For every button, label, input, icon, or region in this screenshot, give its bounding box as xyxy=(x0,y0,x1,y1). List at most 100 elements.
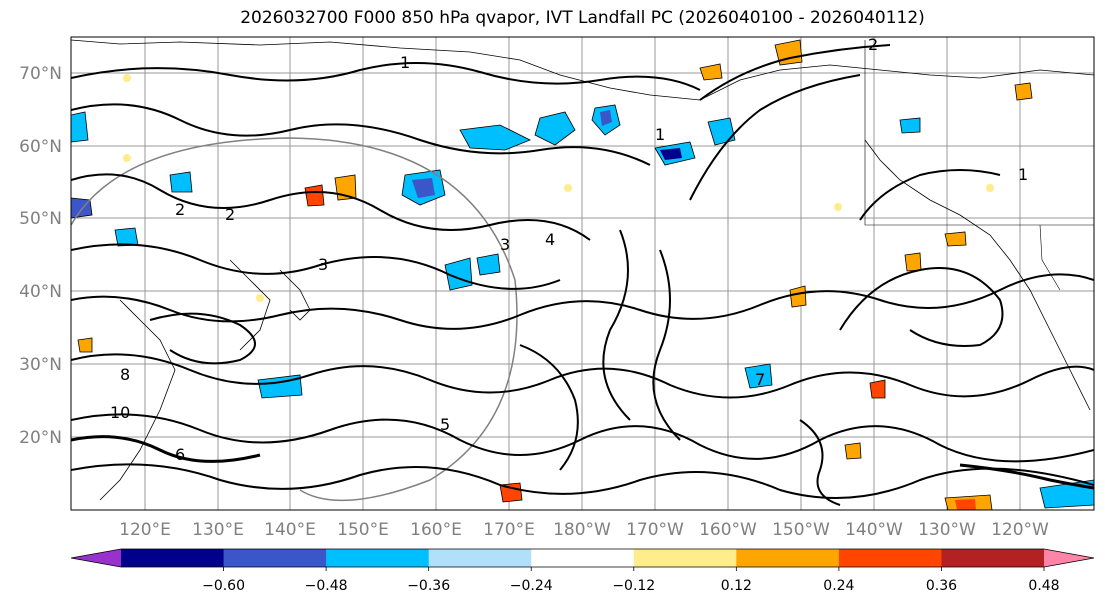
contour-line xyxy=(859,169,1001,221)
contour-label: 2 xyxy=(225,205,235,224)
shade-patch xyxy=(774,39,803,66)
contour-line xyxy=(689,74,861,201)
lon-tick-label: 120°W xyxy=(991,520,1049,540)
asia-coast xyxy=(99,299,176,501)
lon-tick-label: 160°E xyxy=(410,520,462,540)
shade-patch xyxy=(534,111,576,146)
north-america-coast xyxy=(864,139,1091,411)
lon-tick-label: 120°E xyxy=(119,520,171,540)
contour-line xyxy=(839,267,1004,347)
shade-dot xyxy=(256,294,264,302)
lon-tick-label: 130°E xyxy=(192,520,244,540)
contour-line xyxy=(959,463,1094,490)
contour-line xyxy=(602,229,631,421)
shade-patch xyxy=(899,117,921,134)
lat-tick-label: 40°N xyxy=(19,282,62,302)
lat-tick-label: 70°N xyxy=(19,64,62,84)
colorbar-segment xyxy=(838,549,942,567)
shade-patch xyxy=(71,111,89,143)
map-frame xyxy=(70,36,1095,511)
colorbar-segment xyxy=(428,549,532,567)
lon-tick-label: 160°W xyxy=(699,520,757,540)
contour-line xyxy=(149,312,256,365)
shade-patch xyxy=(955,499,976,510)
graticule xyxy=(71,37,1094,510)
shade-dot xyxy=(123,74,131,82)
contour-label: 1 xyxy=(400,53,410,72)
contour-label: 3 xyxy=(318,255,328,274)
lon-tick-label: 130°W xyxy=(918,520,976,540)
shade-patch xyxy=(114,227,139,247)
colorbar-segment xyxy=(223,549,327,567)
contour-line xyxy=(71,435,261,463)
colorbar-segment xyxy=(326,549,430,567)
colorbar-tick-label: −0.24 xyxy=(510,578,553,594)
contour-label: 1 xyxy=(1018,165,1028,184)
shade-patch xyxy=(944,231,967,247)
contour-line xyxy=(519,344,579,471)
colorbar-extend-low xyxy=(71,549,121,567)
contour-label: 8 xyxy=(120,365,130,384)
contour-label: 3 xyxy=(500,235,510,254)
lon-tick-label: 170°E xyxy=(483,520,535,540)
shade-patch xyxy=(789,285,807,308)
arctic-coast xyxy=(71,39,1094,101)
contour-line xyxy=(71,243,561,290)
lon-tick-label: 150°W xyxy=(772,520,830,540)
colorbar xyxy=(70,548,1095,568)
shade-dot xyxy=(986,184,994,192)
contour-label: 7 xyxy=(755,370,765,389)
contour-label: 2 xyxy=(175,200,185,219)
shade-patch xyxy=(660,148,682,160)
shade-patch xyxy=(412,178,435,198)
contour-label: 5 xyxy=(440,415,450,434)
shade-patch xyxy=(744,363,773,389)
colorbar-tick-label: −0.60 xyxy=(202,578,245,594)
colorbar-segment xyxy=(736,549,840,567)
shade-patch xyxy=(444,257,473,291)
lon-tick-label: 180°W xyxy=(553,520,611,540)
colorbar-tick-label: −0.36 xyxy=(407,578,450,594)
colorbar-tick-label: 0.36 xyxy=(926,578,957,594)
lat-tick-label: 30°N xyxy=(19,355,62,375)
contour-line xyxy=(71,463,1094,499)
shade-patch xyxy=(169,171,193,193)
shade-patch xyxy=(304,184,325,207)
latitude-labels: 70°N 60°N 50°N 40°N 30°N 20°N xyxy=(19,64,62,448)
contour-line xyxy=(71,103,651,166)
colorbar-tick-label: 0.48 xyxy=(1028,578,1059,594)
colorbar-outline xyxy=(70,548,1095,568)
shade-dot xyxy=(123,154,131,162)
shade-patch xyxy=(600,110,612,126)
contour-label: 1 xyxy=(655,125,665,144)
contour-label: 6 xyxy=(175,445,185,464)
shade-patch xyxy=(904,252,922,272)
longitude-labels: 120°E 130°E 140°E 150°E 160°E 170°E 180°W 170°W… xyxy=(119,520,1049,540)
contour-line xyxy=(71,173,591,241)
lat-tick-label: 60°N xyxy=(19,137,62,157)
shade-patch xyxy=(699,63,723,81)
colorbar-tick-label: 0.12 xyxy=(721,578,752,594)
coastlines xyxy=(71,39,1094,501)
lon-tick-label: 140°W xyxy=(845,520,903,540)
colorbar-segment xyxy=(121,549,225,567)
shade-patch xyxy=(499,482,523,503)
contour-line xyxy=(71,353,1094,399)
shade-patch xyxy=(77,337,93,353)
lon-tick-label: 140°E xyxy=(264,520,316,540)
colorbar-segment xyxy=(531,549,635,567)
colorbar-tick-label: −0.12 xyxy=(612,578,655,594)
contour-label: 10 xyxy=(110,403,130,422)
qvapor-shading xyxy=(71,39,1094,510)
colorbar-segment xyxy=(941,549,1045,567)
contour-line xyxy=(699,44,891,101)
colorbar-tick-label: 0.24 xyxy=(823,578,854,594)
shade-patch xyxy=(844,442,862,460)
colorbar-ticks: −0.60 −0.48 −0.36 −0.24 −0.12 0.12 0.24 0.36 0.4… xyxy=(202,567,1060,594)
colorbar-tick-label: −0.48 xyxy=(305,578,348,594)
lat-tick-label: 20°N xyxy=(19,428,62,448)
contour-line xyxy=(71,413,1094,463)
contour-labels: 1 2 3 4 5 6 7 8 10 1 2 3 2 1 xyxy=(110,37,1028,464)
contour-line xyxy=(799,419,841,506)
